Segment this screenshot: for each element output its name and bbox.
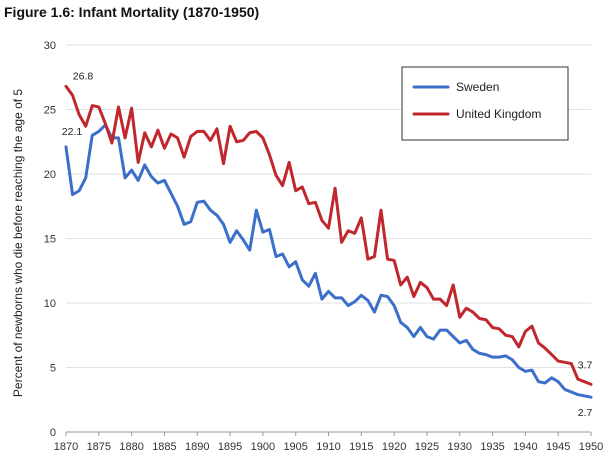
chart-title: Figure 1.6: Infant Mortality (1870-1950) xyxy=(4,4,259,20)
y-axis-ticks: 0 5 10 15 20 25 30 xyxy=(44,40,56,439)
legend-label: United Kingdom xyxy=(456,107,541,121)
series-line-united-kingdom xyxy=(64,84,593,386)
x-tick-label: 1900 xyxy=(251,441,275,453)
x-tick-label: 1930 xyxy=(448,441,472,453)
x-tick-label: 1910 xyxy=(316,441,340,453)
y-tick-label: 0 xyxy=(50,427,56,439)
data-label: 2.7 xyxy=(578,407,593,419)
x-tick-label: 1945 xyxy=(546,441,570,453)
y-tick-label: 5 xyxy=(50,363,56,375)
series-line-sweden xyxy=(64,123,593,399)
x-tick-label: 1940 xyxy=(513,441,537,453)
x-tick-label: 1890 xyxy=(185,441,209,453)
x-tick-label: 1880 xyxy=(119,441,143,453)
y-tick-label: 15 xyxy=(44,234,56,246)
y-tick-label: 10 xyxy=(44,298,56,310)
legend-label: Sweden xyxy=(456,80,499,94)
series-lines xyxy=(64,84,593,399)
y-tick-label: 25 xyxy=(44,105,56,117)
x-tick-label: 1870 xyxy=(54,441,78,453)
x-tick-label: 1905 xyxy=(283,441,307,453)
x-tick-label: 1920 xyxy=(382,441,406,453)
x-tick-label: 1875 xyxy=(87,441,111,453)
x-axis-ticks: 1870 1875 1880 1885 1890 1895 1900 1905 1910 1915… xyxy=(54,432,603,453)
data-labels: 22.1 26.8 3.7 2.7 xyxy=(62,70,593,419)
y-tick-label: 20 xyxy=(44,169,56,181)
x-tick-label: 1895 xyxy=(218,441,242,453)
x-tick-label: 1915 xyxy=(349,441,373,453)
x-tick-label: 1885 xyxy=(152,441,176,453)
y-tick-label: 30 xyxy=(44,40,56,52)
y-axis-label: Percent of newborns who die before reach… xyxy=(11,89,25,398)
data-label: 26.8 xyxy=(73,70,94,82)
x-tick-label: 1925 xyxy=(415,441,439,453)
data-label: 3.7 xyxy=(578,359,593,371)
gridlines xyxy=(66,44,591,433)
data-label: 22.1 xyxy=(62,126,83,138)
legend-box xyxy=(401,66,569,141)
x-tick-label: 1950 xyxy=(579,441,603,453)
x-tick-label: 1935 xyxy=(480,441,504,453)
legend: Sweden United Kingdom xyxy=(401,66,569,141)
